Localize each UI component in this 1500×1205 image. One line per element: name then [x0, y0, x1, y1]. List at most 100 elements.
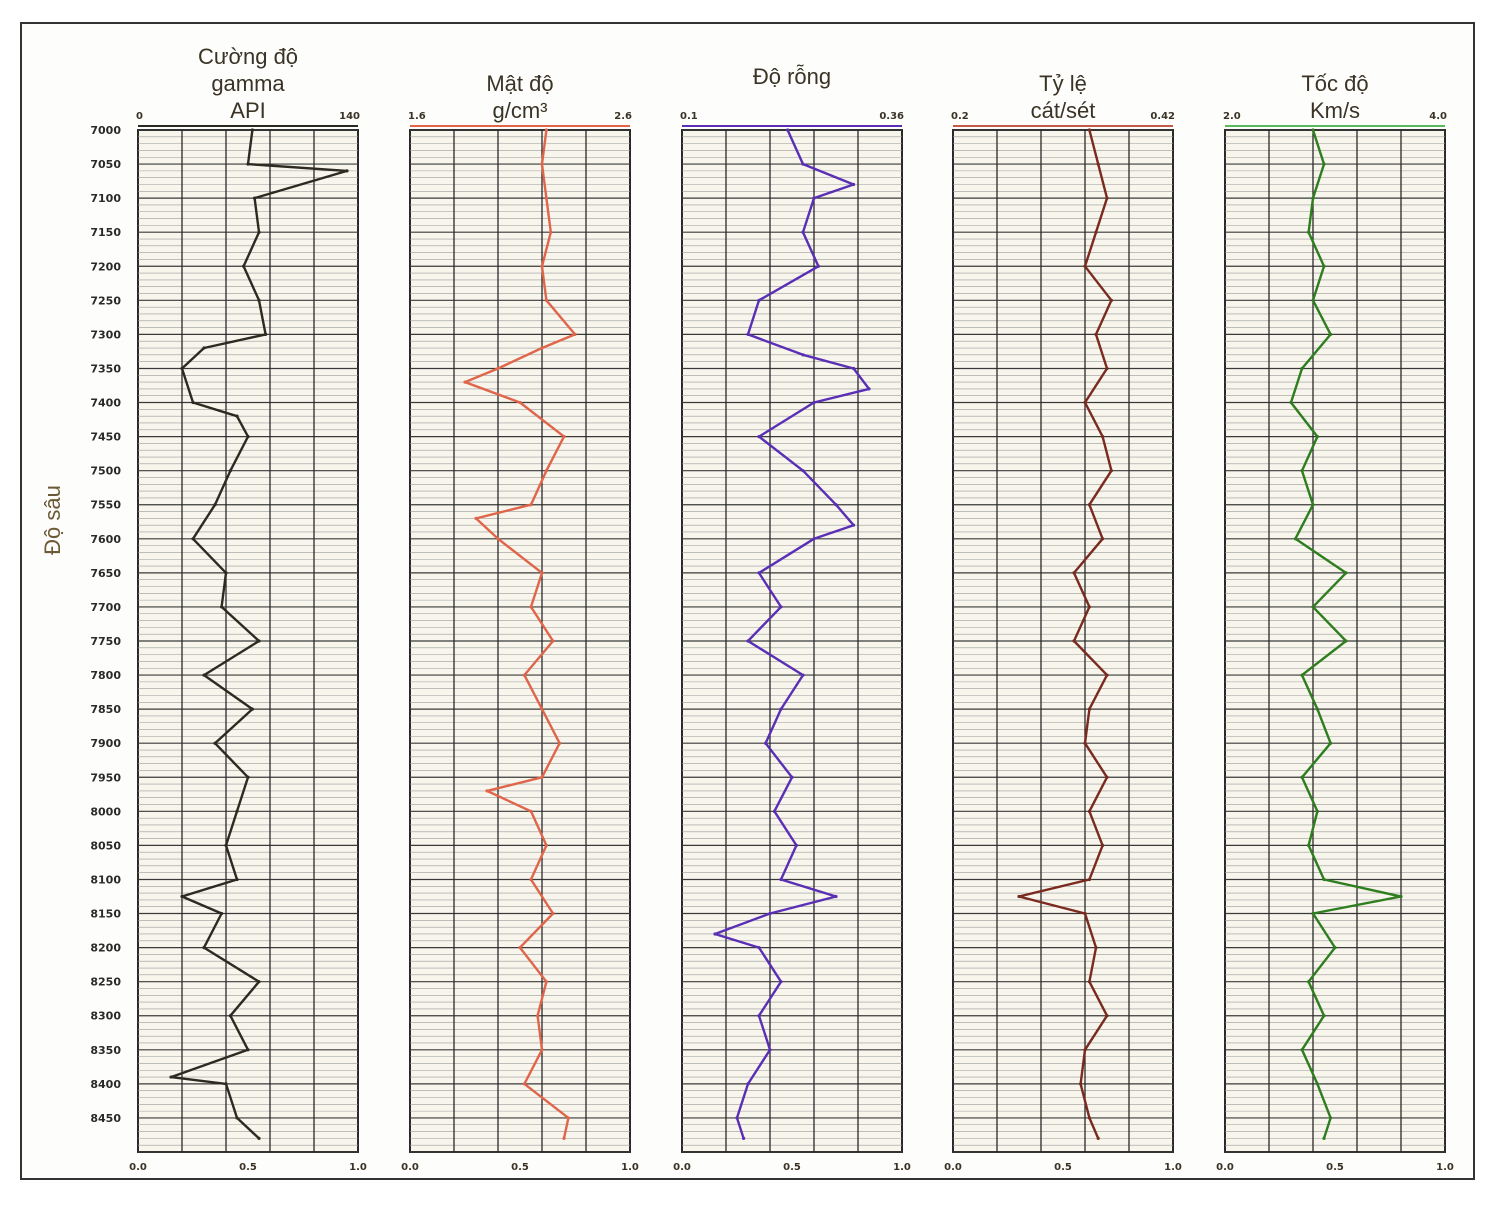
log-point: [562, 1136, 566, 1140]
log-point: [529, 877, 533, 882]
log-point: [191, 537, 195, 541]
log-point: [562, 435, 566, 439]
x-tick-label: 0.0: [673, 1162, 691, 1173]
log-point: [779, 877, 783, 882]
log-point: [852, 182, 856, 187]
track-3: 0.1 0.36 Độ rỗng 0.0 0.5 1.0: [673, 64, 911, 1173]
log-point: [540, 346, 544, 350]
x-tick-label: 0.5: [1326, 1162, 1344, 1173]
log-point: [779, 980, 783, 984]
log-point: [235, 877, 239, 882]
log-point: [549, 230, 553, 234]
log-point: [852, 366, 856, 371]
log-point: [1307, 843, 1311, 848]
x-tick-label: 0.0: [401, 1162, 419, 1173]
log-point: [224, 571, 228, 575]
scale-min-label: 0.1: [680, 111, 698, 122]
log-point: [345, 169, 349, 173]
depth-tick-label: 7350: [90, 362, 121, 375]
log-point: [1315, 707, 1319, 711]
track-title-line: Tỷ lệ: [1039, 71, 1087, 96]
scale-min-label: 0: [136, 111, 143, 122]
log-point: [1072, 571, 1076, 575]
depth-tick-label: 7650: [90, 567, 121, 580]
log-point: [242, 264, 246, 268]
log-point: [1105, 196, 1109, 200]
log-point: [1300, 673, 1304, 677]
log-point: [540, 571, 544, 575]
log-point: [1300, 775, 1304, 779]
log-point: [1329, 332, 1333, 336]
x-tick-label: 0.0: [944, 1162, 962, 1173]
log-point: [257, 1136, 261, 1140]
scale-max-label: 140: [339, 111, 360, 122]
depth-tick-label: 7600: [90, 533, 121, 546]
log-point: [1344, 571, 1348, 575]
log-point: [1329, 1116, 1333, 1120]
track-title-line: Mật độ: [486, 71, 553, 96]
log-point: [867, 387, 871, 391]
log-point: [551, 639, 555, 643]
log-point: [257, 980, 261, 984]
log-point: [1096, 162, 1100, 166]
log-point: [757, 435, 761, 439]
x-tick-label: 1.0: [621, 1162, 639, 1173]
log-point: [246, 775, 250, 779]
log-point: [801, 469, 805, 473]
depth-tick-label: 7000: [90, 124, 121, 137]
log-point: [1322, 1014, 1326, 1018]
log-point: [834, 894, 838, 899]
log-point: [573, 332, 577, 336]
log-point: [1079, 1082, 1083, 1086]
scale-max-label: 0.42: [1150, 111, 1175, 122]
log-point: [1087, 503, 1091, 507]
log-point: [544, 298, 549, 302]
depth-tick-label: 7700: [90, 601, 121, 614]
log-point: [1083, 400, 1087, 405]
depth-tick-label: 8200: [90, 942, 121, 955]
log-point: [463, 380, 467, 384]
log-point: [246, 1048, 250, 1052]
depth-tick-label: 7850: [90, 703, 121, 716]
log-point: [544, 128, 549, 132]
log-curve: [1017, 129, 1113, 1139]
depth-tick-label: 8350: [90, 1044, 121, 1057]
log-point: [852, 523, 856, 527]
log-point: [812, 400, 816, 405]
log-point: [250, 707, 254, 711]
x-tick-label: 0.5: [239, 1162, 257, 1173]
log-point: [713, 932, 717, 936]
log-point: [474, 516, 478, 520]
depth-tick-label: 8000: [90, 805, 121, 818]
depth-tick-label: 7450: [90, 431, 121, 444]
log-point: [757, 571, 761, 575]
log-point: [1307, 230, 1311, 234]
depth-tick-label: 7950: [90, 771, 121, 784]
log-point: [529, 809, 533, 813]
log-point: [1307, 980, 1311, 984]
depth-tick-label: 7200: [90, 260, 121, 273]
log-point: [566, 1116, 571, 1120]
log-point: [786, 128, 790, 132]
log-point: [496, 366, 500, 371]
log-point: [235, 1116, 239, 1120]
log-point: [224, 843, 228, 848]
log-point: [1311, 911, 1315, 916]
log-point: [1087, 707, 1091, 711]
log-point: [253, 196, 257, 200]
depth-tick-label: 8100: [90, 873, 121, 886]
log-curve: [169, 129, 349, 1140]
x-tick-label: 0.5: [1054, 1162, 1072, 1173]
log-point: [772, 809, 777, 813]
log-point: [536, 1014, 540, 1018]
log-point: [522, 673, 527, 677]
log-point: [1315, 435, 1319, 439]
track-title-line: cát/sét: [1031, 98, 1096, 123]
log-point: [1087, 605, 1091, 609]
depth-tick-label: 7750: [90, 635, 121, 648]
log-point: [1087, 128, 1091, 132]
log-point: [794, 843, 799, 848]
log-point: [180, 894, 184, 899]
x-tick-label: 1.0: [1164, 1162, 1182, 1173]
log-point: [816, 264, 821, 268]
